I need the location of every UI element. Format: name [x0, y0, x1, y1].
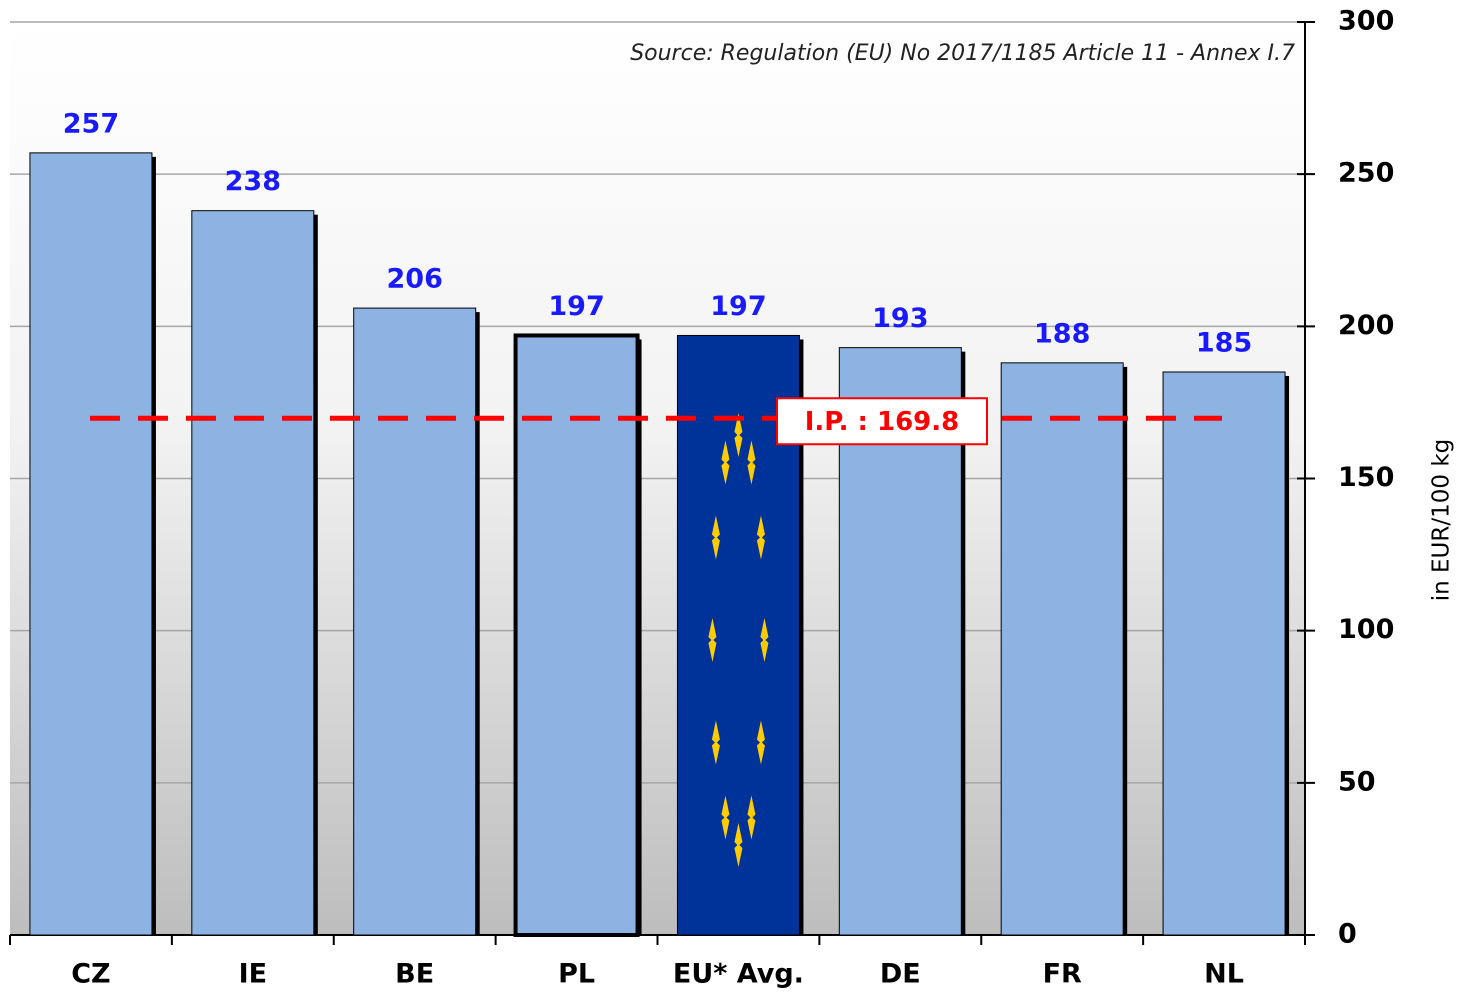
- star: [760, 618, 769, 662]
- reference-label-box: [776, 397, 988, 446]
- x-tick-label: EU* Avg.: [673, 959, 804, 990]
- star: [756, 720, 765, 765]
- x-tick-label: BE: [395, 959, 434, 990]
- star: [721, 795, 730, 840]
- value-label: 257: [63, 108, 119, 139]
- value-label: 188: [1034, 318, 1090, 349]
- star: [747, 795, 756, 840]
- y-tick-label: 0: [1338, 919, 1357, 950]
- value-label: 206: [387, 264, 443, 295]
- star: [711, 515, 720, 560]
- y-tick-label: 150: [1338, 462, 1394, 493]
- star: [711, 720, 720, 765]
- x-tick-label: IE: [239, 959, 268, 990]
- reference-label-name: I.P. :: [805, 407, 868, 437]
- y-tick-label: 50: [1338, 766, 1376, 797]
- y-tick-label: 300: [1338, 6, 1394, 37]
- y-tick-label: 250: [1338, 158, 1394, 189]
- eu-stars: [708, 413, 769, 867]
- bar: [513, 333, 640, 938]
- y-tick-label: 200: [1338, 310, 1394, 341]
- star: [747, 440, 756, 485]
- value-label: 193: [872, 303, 928, 334]
- star: [734, 413, 743, 457]
- bar: [1162, 371, 1286, 936]
- star: [734, 823, 743, 867]
- bar: [838, 347, 962, 936]
- bar: [29, 152, 153, 936]
- value-label: 185: [1196, 327, 1252, 358]
- x-tick-label: CZ: [71, 959, 110, 990]
- bar: [191, 210, 315, 936]
- value-label: 197: [548, 291, 604, 322]
- source-note: Source: Regulation (EU) No 2017/1185 Art…: [630, 41, 1295, 66]
- x-tick-label: DE: [880, 959, 921, 990]
- y-tick-label: 100: [1338, 614, 1394, 645]
- x-tick-label: PL: [558, 959, 595, 990]
- value-label: 238: [225, 166, 281, 197]
- reference-label-value: 169.8: [877, 407, 959, 437]
- star: [721, 440, 730, 485]
- bar: [1000, 362, 1124, 936]
- y-axis-label: in EUR/100 kg: [1429, 439, 1455, 602]
- x-tick-label: NL: [1204, 959, 1244, 990]
- bar: [353, 307, 477, 936]
- star: [708, 618, 717, 662]
- star: [756, 515, 765, 560]
- reference-label: I.P. : 169.8: [805, 407, 959, 437]
- x-tick-label: FR: [1043, 959, 1082, 990]
- value-label: 197: [710, 291, 766, 322]
